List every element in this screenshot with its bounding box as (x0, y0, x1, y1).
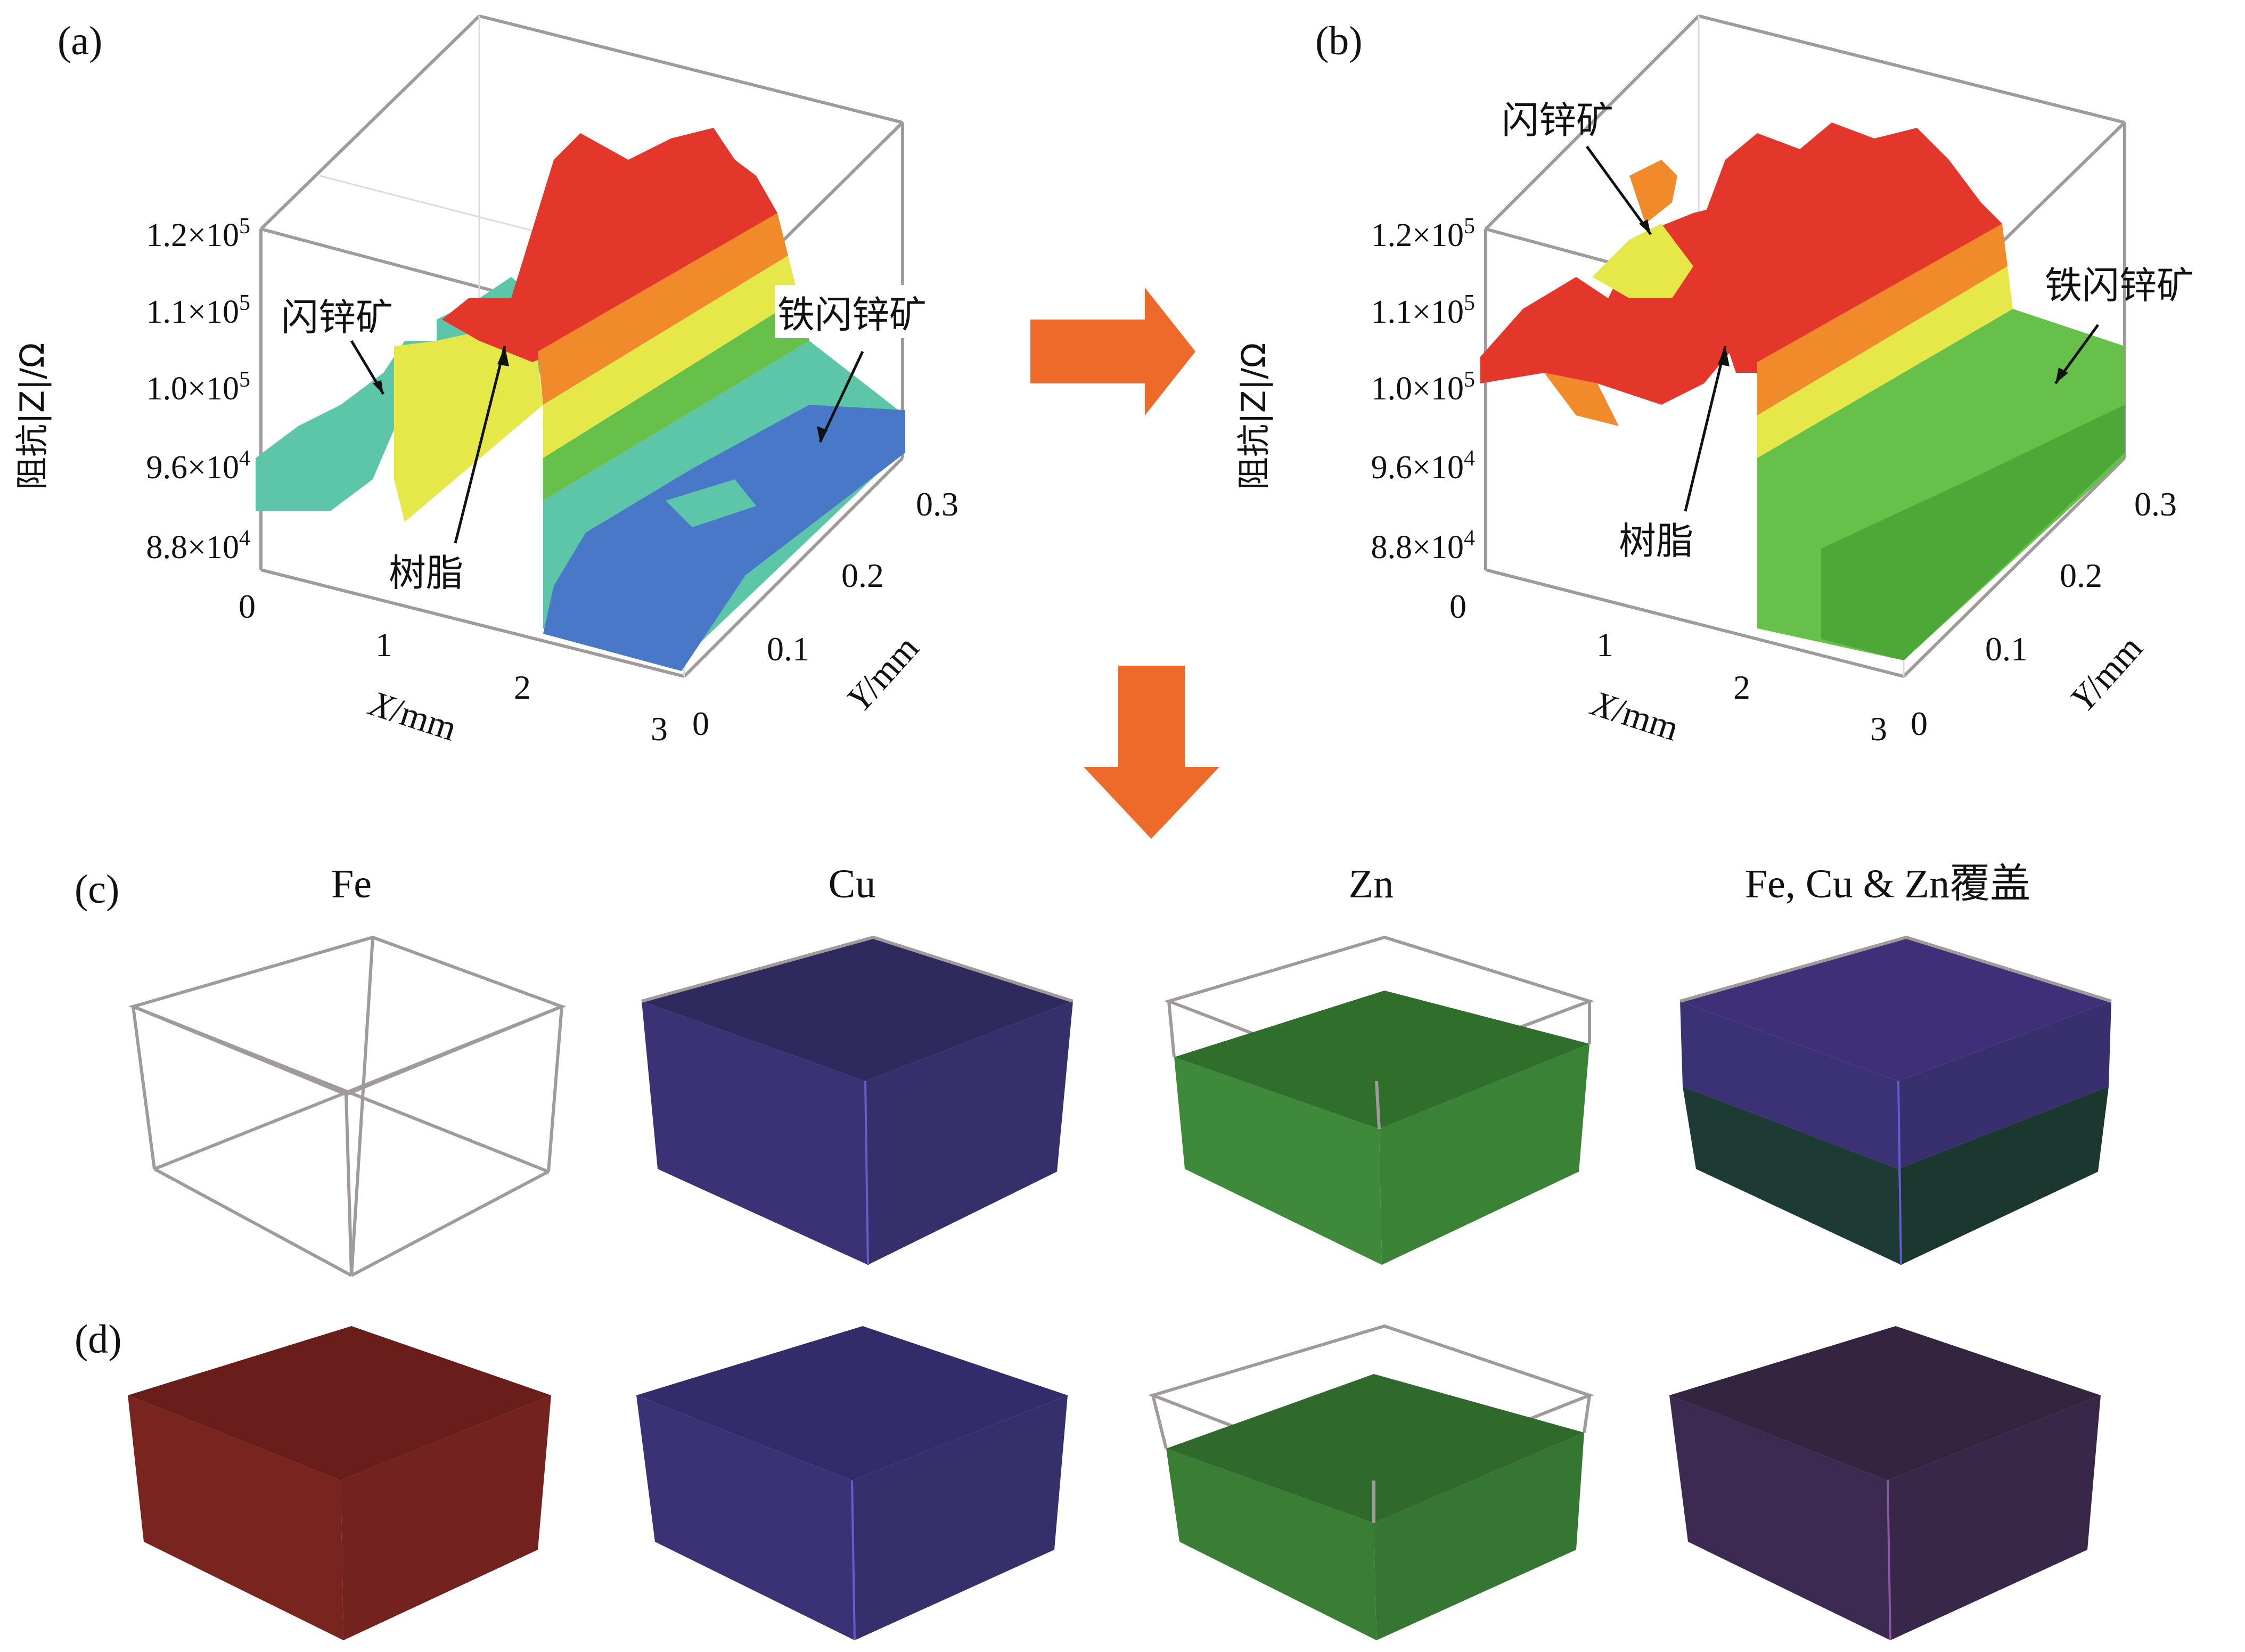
z-tick: 1.0×105 (146, 367, 250, 407)
panel-a-surface (256, 128, 905, 671)
panel-a-label-sphalerite: 闪锌矿 (281, 296, 393, 339)
cube-d-overlay (1669, 1326, 2101, 1641)
pointer-head (1718, 346, 1730, 366)
panel-b: (b) 阻抗|Z|/Ω 1.2×105 (1234, 14, 2194, 749)
z-tick: 8.8×104 (1371, 526, 1475, 566)
arrow-down-icon (1084, 666, 1219, 839)
x-tick: 0 (239, 587, 256, 625)
column-title-fe: Fe (331, 862, 372, 906)
panel-a-z-axis-title: 阻抗|Z|/Ω (13, 342, 52, 490)
panel-a-x-ticks: 0 1 2 3 (239, 587, 668, 748)
panel-b-z-axis-title: 阻抗|Z|/Ω (1234, 342, 1274, 490)
panel-b-label-sphalerite: 闪锌矿 (1502, 99, 1613, 142)
pointer-head (373, 380, 383, 394)
z-tick: 1.1×105 (1371, 291, 1475, 330)
panel-a-z-ticks: 1.2×105 1.1×105 1.0×105 9.6×104 8.8×104 (146, 214, 250, 566)
pointer-head (1639, 219, 1651, 234)
pointer-head (2055, 367, 2068, 383)
surface-blue-patch (543, 405, 905, 671)
panel-a: (a) 阻抗|Z|/Ω (13, 14, 977, 749)
x-tick: 3 (1870, 710, 1887, 748)
y-tick: 0.3 (916, 485, 958, 523)
panel-d-label: (d) (75, 1317, 122, 1362)
panel-c-label: (c) (75, 867, 119, 912)
arrow-right-icon (1030, 288, 1195, 415)
pointer (1684, 346, 1727, 512)
panel-b-surface (1480, 122, 2125, 660)
panel-a-label-marmatite: 铁闪锌矿 (777, 293, 927, 337)
panel-a-x-axis-title: X/mm (364, 682, 462, 749)
surface-band-green (543, 298, 809, 501)
pointer (1585, 145, 1652, 235)
panel-b-label-marmatite: 铁闪锌矿 (2045, 264, 2194, 307)
surface-left-yellow (394, 320, 543, 522)
x-tick: 0 (1449, 587, 1466, 625)
z-tick: 8.8×104 (146, 526, 250, 566)
label-backdrop (277, 288, 437, 341)
panel-a-label: (a) (58, 19, 102, 63)
z-tick: 9.6×104 (146, 446, 250, 486)
panel-b-x-axis-title: X/mm (1586, 682, 1684, 749)
panel-a-label-resin: 树脂 (389, 551, 463, 595)
surface-peak-orange (1629, 160, 1677, 224)
cube-c-fe (128, 935, 567, 1277)
x-tick: 2 (514, 668, 531, 706)
cube-c-cu (641, 935, 1074, 1265)
pointer-head (817, 426, 827, 442)
panel-b-y-ticks: 0 0.1 0.2 0.3 (1911, 485, 2177, 742)
cube-c-overlay (1679, 935, 2112, 1265)
panel-a-y-ticks: 0 0.1 0.2 0.3 (692, 485, 958, 742)
panel-b-y-axis-title: Y/mm (2062, 627, 2150, 719)
y-tick: 0.3 (2134, 485, 2177, 523)
y-tick: 0 (692, 705, 709, 742)
column-title-zn: Zn (1349, 862, 1394, 906)
x-tick: 1 (1596, 626, 1613, 664)
surface-ridge-red (1693, 122, 2002, 373)
column-title-cu: Cu (829, 862, 876, 906)
surface-band-orange (1757, 224, 2008, 415)
y-tick: 0 (1911, 705, 1928, 742)
surface-cyan-fleck (666, 479, 756, 527)
x-tick: 2 (1733, 668, 1750, 706)
surface-band-orange (538, 213, 788, 405)
column-title-overlay: Fe, Cu & Zn覆盖 (1745, 862, 2030, 906)
panel-b-z-ticks: 1.2×105 1.1×105 1.0×105 9.6×104 8.8×104 (1371, 214, 1475, 566)
surface-orange-foot (1544, 373, 1619, 426)
surface-left-yellow (1592, 224, 1693, 298)
surface-band-yellow (1757, 266, 2013, 458)
z-tick: 1.1×105 (146, 291, 250, 330)
panel-a-y-axis-title: Y/mm (839, 627, 927, 719)
z-tick: 1.2×105 (1371, 214, 1475, 253)
panel-b-label: (b) (1315, 19, 1363, 63)
y-tick: 0.1 (767, 630, 809, 668)
y-tick: 0.2 (841, 557, 884, 594)
x-tick: 1 (375, 626, 392, 664)
cube-d-fe (128, 1326, 551, 1640)
y-tick: 0.2 (2060, 557, 2102, 594)
surface-band-yellow (543, 256, 799, 458)
pointer (818, 350, 864, 443)
label-backdrop (775, 285, 977, 338)
surface-ridge-red (442, 128, 777, 362)
y-tick: 0.1 (1985, 630, 2028, 668)
cube-c-zn (1164, 935, 1595, 1265)
surface-dark-green (1821, 405, 2125, 660)
z-tick: 1.0×105 (1371, 367, 1475, 407)
pointer (454, 346, 506, 544)
z-tick: 9.6×104 (1371, 446, 1475, 486)
panel-c: (c) Fe Cu Zn Fe, Cu & Zn覆盖 (75, 862, 2112, 1277)
cube-d-cu (636, 1326, 1068, 1641)
pointer-head (497, 346, 509, 366)
x-tick: 3 (651, 710, 668, 748)
panel-b-label-resin: 树脂 (1619, 519, 1693, 563)
panel-d: (d) (75, 1317, 2101, 1641)
cube-d-zn (1148, 1324, 1594, 1640)
z-tick: 1.2×105 (146, 214, 250, 253)
panel-b-x-ticks: 0 1 2 3 (1449, 587, 1887, 748)
